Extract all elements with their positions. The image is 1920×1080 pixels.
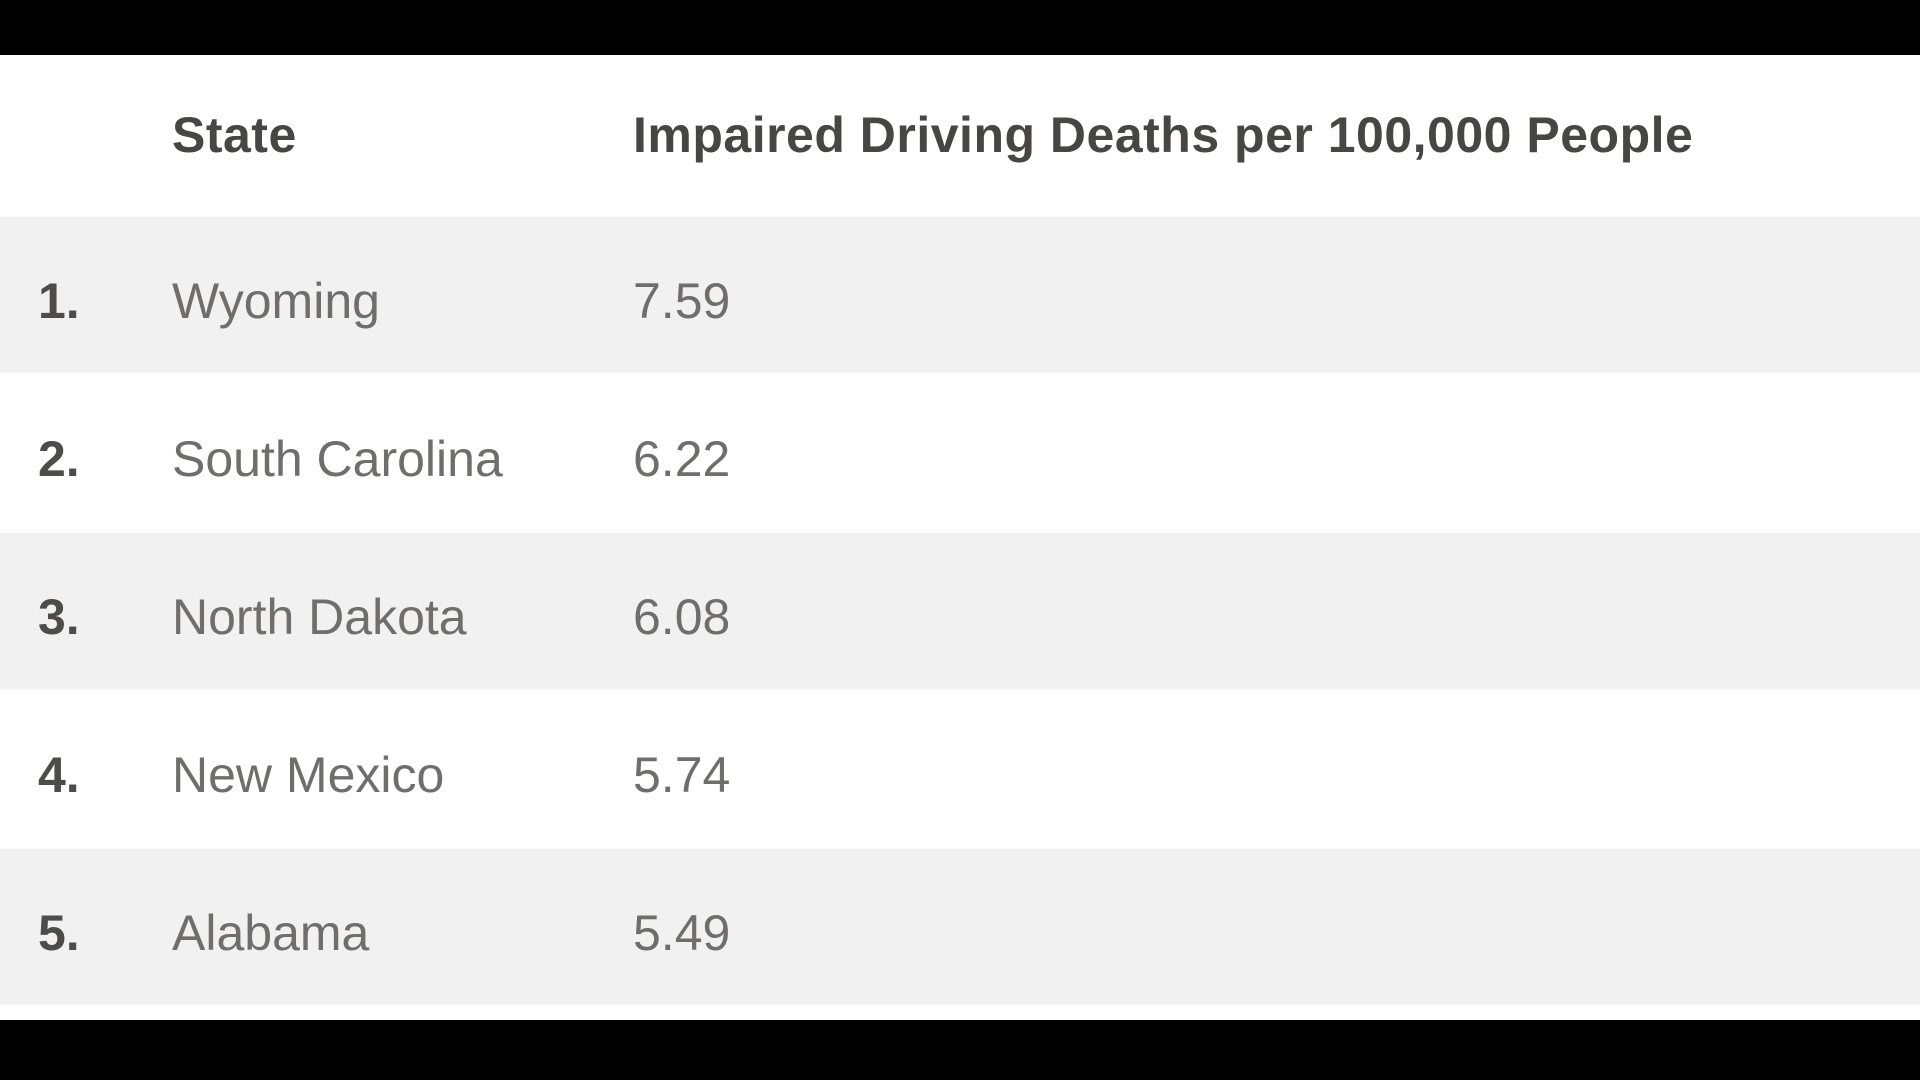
row-death-rate: 7.59 (633, 273, 731, 329)
row-rank-label: 2. (38, 431, 80, 487)
row-state-name: Alabama (172, 905, 370, 961)
row-rank-label: 3. (38, 589, 80, 645)
row-state-name: North Dakota (172, 589, 467, 645)
column-header-state: State (172, 107, 297, 163)
row-death-rate: 6.22 (633, 431, 731, 487)
table-row: 1. Wyoming 7.59 (0, 215, 1920, 373)
row-state-name: New Mexico (172, 747, 445, 803)
table-body: 1. Wyoming 7.59 2. South Carolina 6.22 3… (0, 215, 1920, 1005)
table-header-row: State Impaired Driving Deaths per 100,00… (0, 55, 1920, 215)
table-row: 4. New Mexico 5.74 (0, 689, 1920, 847)
row-death-rate: 6.08 (633, 589, 731, 645)
row-rank-label: 4. (38, 747, 80, 803)
row-rank-label: 5. (38, 905, 80, 961)
column-header-deaths-per-100k: Impaired Driving Deaths per 100,000 Peop… (633, 107, 1694, 163)
row-rank-label: 1. (38, 273, 80, 329)
row-death-rate: 5.49 (633, 905, 731, 961)
table-row: 3. North Dakota 6.08 (0, 531, 1920, 689)
row-death-rate: 5.74 (633, 747, 731, 803)
table-row: 5. Alabama 5.49 (0, 847, 1920, 1005)
row-state-name: South Carolina (172, 431, 503, 487)
row-state-name: Wyoming (172, 273, 380, 329)
table-row: 2. South Carolina 6.22 (0, 373, 1920, 531)
ranking-table: State Impaired Driving Deaths per 100,00… (0, 55, 1920, 1020)
